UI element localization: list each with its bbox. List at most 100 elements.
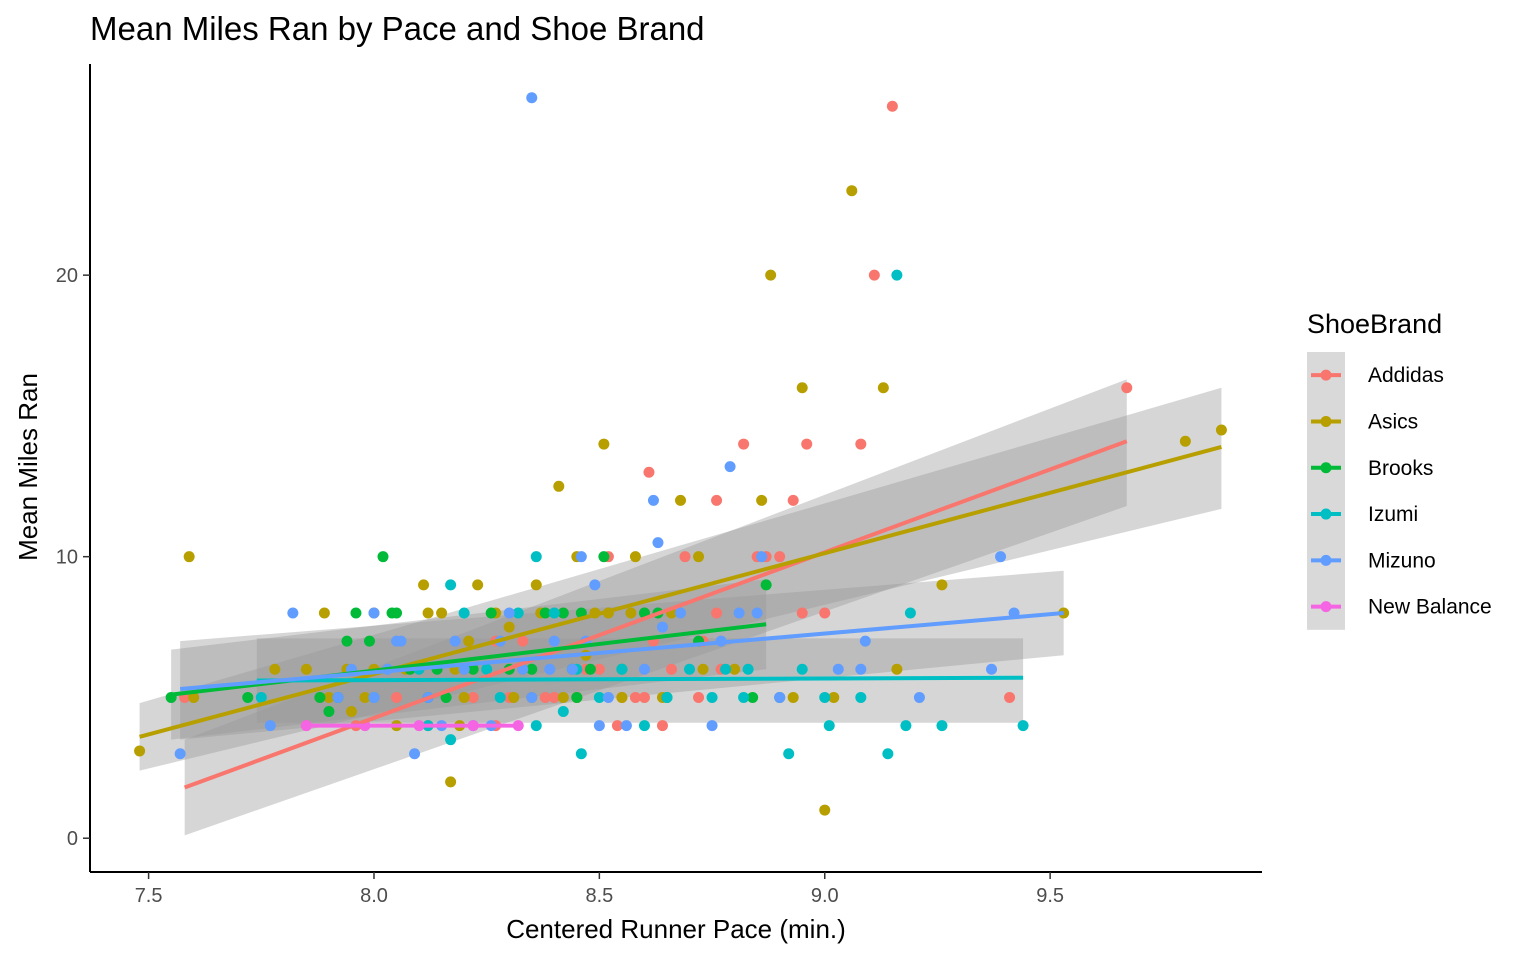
izumi-point [557,706,569,718]
izumi-point [494,691,506,703]
asics-point [629,551,641,563]
asics-fit-line [139,444,1222,739]
izumi-point [900,720,912,732]
y-tick-label: 10 [56,547,78,569]
asics-point [323,691,335,703]
mizuno-point [368,691,380,703]
asics-point [183,551,195,563]
mizuno-point [638,663,650,675]
addidas-point [796,607,808,619]
addidas-point [1004,691,1016,703]
mizuno-point [620,720,632,732]
brooks-point [598,551,610,563]
izumi-point [1017,720,1029,732]
asics-point [359,691,371,703]
izumi-point [742,663,754,675]
asics-point [891,663,903,675]
izumi-point [593,691,605,703]
x-tick-label: 8.0 [360,885,388,907]
mizuno-point [174,748,186,760]
asics-point [445,776,457,788]
x-tick-label: 7.5 [135,885,163,907]
asics-point [796,382,808,394]
addidas-fit-line [183,439,1128,790]
izumi-point [458,607,470,619]
mizuno-point [264,720,276,732]
mizuno-point [449,635,461,647]
izumi-fit-line [256,675,1024,683]
izumi-point [661,691,673,703]
mizuno-point [724,461,736,473]
izumi-point [796,663,808,675]
x-tick-label: 8.5 [585,885,613,907]
mizuno-point [526,691,538,703]
asics-point [625,607,637,619]
brooks-point [391,607,403,619]
asics-point [300,663,312,675]
addidas-point [467,691,479,703]
izumi-point [783,748,795,760]
addidas-point [886,100,898,112]
mizuno-point [526,92,538,104]
mizuno-point [332,691,344,703]
mizuno-point [995,551,1007,563]
mizuno-point [368,607,380,619]
asics-point [787,691,799,703]
izumi-point [738,691,750,703]
addidas-point [665,663,677,675]
brooks-point [314,691,326,703]
addidas-point [391,691,403,703]
brooks-point [341,635,353,647]
addidas-point [638,691,650,703]
mizuno-legend-dot [1320,554,1332,566]
asics-point [936,579,948,591]
addidas-point [868,269,880,281]
addidas-point [1121,382,1133,394]
y-axis-ticks: 0 10 20 [56,265,90,850]
mizuno-point [832,663,844,675]
asics-point [598,438,610,450]
mizuno-point [548,635,560,647]
izumi-point [891,269,903,281]
addidas-legend-dot [1320,369,1332,381]
mizuno-point [652,537,664,549]
brooks-point [242,691,254,703]
izumi-point [819,691,831,703]
asics-point [188,691,200,703]
brooks-point [747,691,759,703]
asics-point [269,663,281,675]
izumi-point [882,748,894,760]
x-axis-title: Centered Runner Pace (min.) [506,914,846,944]
brooks-point [467,663,479,675]
asics-point [472,579,484,591]
mizuno-point [409,748,421,760]
mizuno-point [756,551,768,563]
legend-key-background [1307,352,1345,630]
izumi-legend-dot [1320,508,1332,520]
mizuno-point [503,607,515,619]
brooks-legend-dot [1320,462,1332,474]
legend-title: ShoeBrand [1307,309,1442,339]
mizuno-point [544,663,556,675]
mizuno-point [517,663,529,675]
mizuno-point [566,663,578,675]
asics-point [458,691,470,703]
asics-confidence-band [139,387,1222,771]
asics-point [503,621,515,633]
izumi-point [512,607,524,619]
izumi-point [638,720,650,732]
addidas-point [679,551,691,563]
asics-point [345,706,357,718]
brooks-point [377,551,389,563]
addidas-point [787,494,799,506]
izumi-point [548,607,560,619]
mizuno-point [751,607,763,619]
asics-point [765,269,777,281]
brooks-point [526,663,538,675]
asics-point [729,663,741,675]
data-points [134,92,1227,816]
asics-point [557,691,569,703]
mizuno-point [706,720,718,732]
mizuno-point [589,579,601,591]
